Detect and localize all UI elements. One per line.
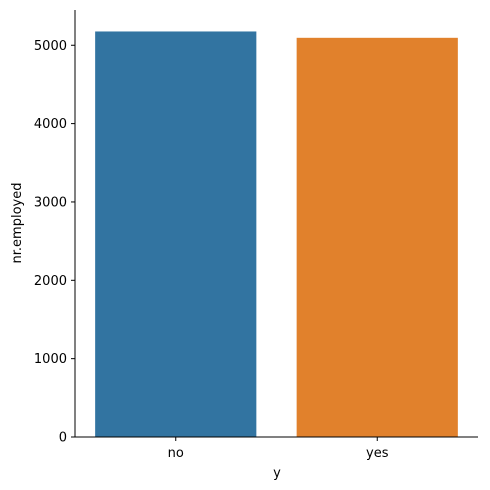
y-tick-label: 1000 [34, 352, 67, 367]
x-axis-ticks: no yes [168, 437, 389, 461]
x-axis-label: y [273, 466, 281, 481]
bar-yes [296, 37, 458, 438]
x-tick-label: yes [366, 446, 389, 461]
y-tick-label: 2000 [34, 274, 67, 289]
y-axis-ticks: 0 1000 2000 3000 4000 5000 [34, 39, 75, 446]
bars-group [95, 31, 458, 438]
y-tick-label: 5000 [34, 39, 67, 54]
y-tick-label: 4000 [34, 117, 67, 132]
bar-no [95, 31, 257, 437]
y-axis-label: nr.employed [10, 183, 25, 264]
x-tick-label: no [168, 446, 184, 461]
y-tick-label: 0 [59, 431, 67, 446]
y-tick-label: 3000 [34, 195, 67, 210]
